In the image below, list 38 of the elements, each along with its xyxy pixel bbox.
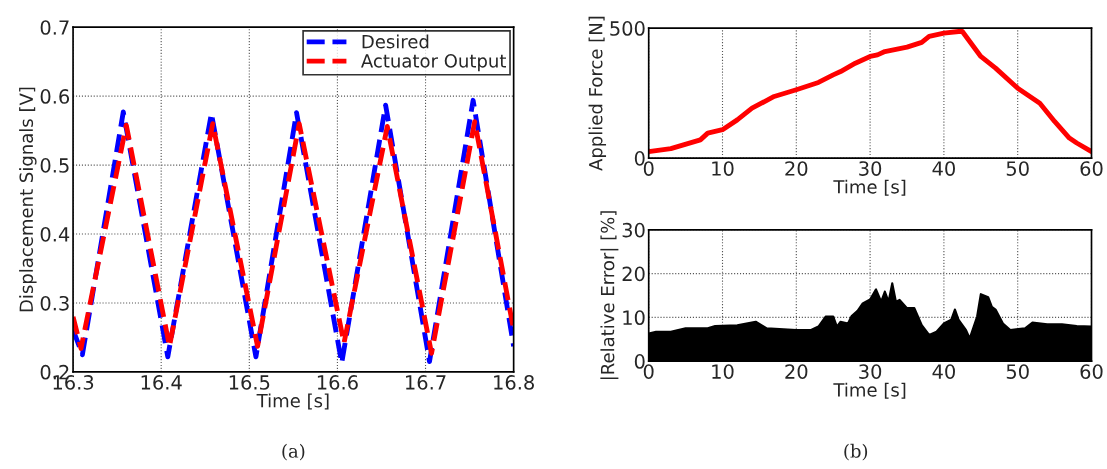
legend-label: Actuator Output — [361, 54, 506, 72]
x-tick-label: 60 — [1080, 364, 1103, 379]
text: (b) — [844, 443, 868, 461]
y-axis-title: Applied Force [N] — [588, 16, 607, 171]
y-tick-label: 0.7 — [40, 20, 69, 35]
y-tick-label: 20 — [622, 266, 645, 282]
x-tick-label: 40 — [932, 161, 955, 176]
y-tick-label: 10 — [623, 310, 645, 326]
legend-label: Desired — [362, 34, 429, 49]
y-tick-label: 0.3 — [40, 295, 69, 311]
x-axis-title: Time [s] — [833, 382, 906, 399]
x-axis-title: Time [s] — [833, 179, 906, 196]
x-tick-label: 16.7 — [406, 375, 446, 390]
x-tick-label: 16.5 — [229, 375, 270, 390]
x-tick-label: 16.4 — [141, 375, 182, 390]
y-tick-label: 30 — [622, 222, 645, 238]
x-tick-label: 50 — [1006, 364, 1029, 379]
y-axis-title: Displacement Signals [V] — [19, 87, 37, 312]
x-tick-label: 10 — [712, 161, 734, 176]
x-tick-label: 50 — [1006, 161, 1029, 176]
x-tick-label: 20 — [785, 364, 808, 379]
y-tick-label: 500 — [610, 21, 645, 36]
x-tick-label: 30 — [859, 364, 882, 379]
x-tick-label: 40 — [932, 364, 955, 379]
y-tick-label: 0.5 — [40, 158, 69, 173]
x-tick-label: 30 — [859, 161, 882, 176]
text: (a) — [282, 443, 305, 461]
x-axis-title: Time [s] — [256, 393, 329, 410]
y-axis-title: |Relative Error| [%] — [600, 211, 619, 380]
y-tick-label: 0 — [634, 151, 645, 166]
y-tick-label: 0.4 — [40, 226, 70, 242]
x-tick-label: 60 — [1080, 161, 1103, 176]
y-tick-label: 0.6 — [40, 89, 70, 104]
x-tick-label: 10 — [712, 364, 734, 379]
y-tick-label: 0 — [634, 354, 645, 369]
x-tick-label: 16.8 — [494, 375, 534, 390]
x-tick-label: 20 — [785, 161, 808, 176]
x-tick-label: 16.6 — [317, 375, 358, 390]
